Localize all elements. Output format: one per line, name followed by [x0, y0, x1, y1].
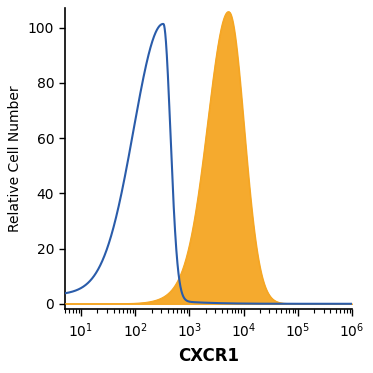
X-axis label: CXCR1: CXCR1: [178, 347, 239, 365]
Y-axis label: Relative Cell Number: Relative Cell Number: [8, 85, 22, 232]
